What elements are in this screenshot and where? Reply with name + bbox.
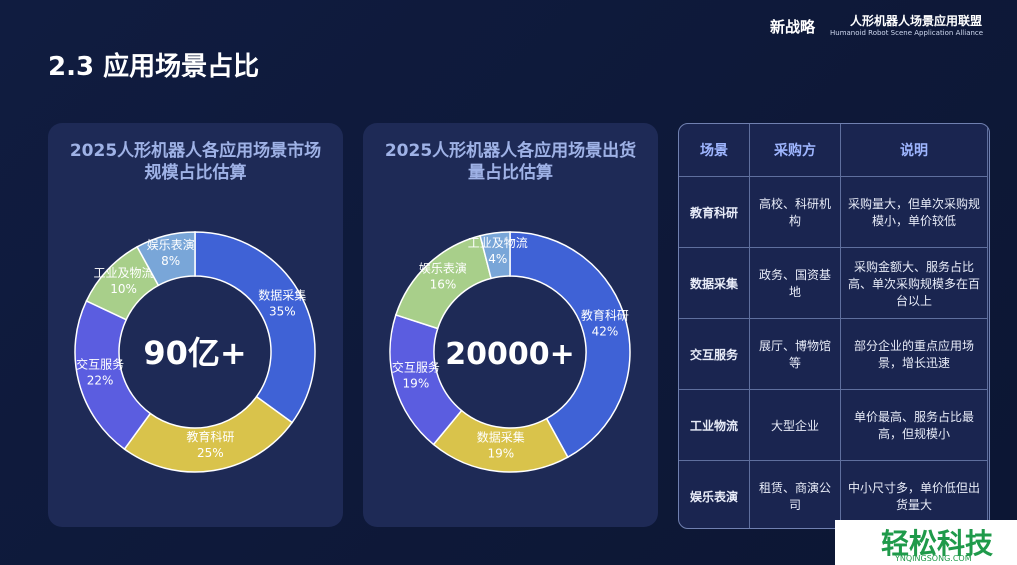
table-cell: 数据采集 — [679, 247, 750, 319]
table-cell: 高校、科研机构 — [749, 176, 841, 248]
watermark-url: YNQINGSONG.COM — [895, 554, 972, 563]
slice-value: 8% — [161, 254, 180, 268]
chart-title: 2025人形机器人各应用场景市场规模占比估算 — [69, 141, 322, 183]
table: 场景 采购方 说明 教育科研 高校、科研机构 采购量大，但单次采购规模小，单价较低 数据采集… — [679, 124, 988, 528]
alliance: 人形机器人场景应用联盟 — [850, 14, 983, 28]
slice-label: 交互服务 — [392, 359, 440, 374]
slice-label: 教育科研 — [186, 429, 234, 444]
donut-slice — [194, 231, 316, 424]
center-label: 20000+ — [445, 337, 575, 372]
slice-label: 交互服务 — [76, 356, 124, 371]
donut-slice — [509, 231, 631, 459]
table-cell: 交互服务 — [679, 318, 750, 390]
brand: 新战略 — [770, 18, 816, 36]
slice-label: 娱乐表演 — [147, 237, 195, 252]
table-row: 娱乐表演 租赁、商演公司 中小尺寸多，单价低但出货量大 — [679, 460, 988, 528]
table-cell: 娱乐表演 — [679, 460, 750, 528]
table-cell: 政务、国资基地 — [749, 247, 841, 319]
donut-slice — [479, 231, 511, 280]
table-cell: 单价最高、服务占比最高，但规模小 — [840, 389, 988, 461]
watermark-box: 轻松科技 YNQINGSONG.COM — [835, 520, 1017, 565]
table-cell: 展厅、博物馆等 — [749, 318, 841, 390]
slice-label: 教育科研 — [581, 308, 629, 323]
table-row: 数据采集 政务、国资基地 采购金额大、服务占比高、单次采购规模多在百台以上 — [679, 247, 988, 319]
slice-value: 19% — [403, 376, 430, 390]
header-row: 场景 采购方 说明 — [679, 124, 988, 177]
slice-value: 16% — [430, 278, 457, 292]
table-cell: 采购金额大、服务占比高、单次采购规模多在百台以上 — [840, 247, 988, 319]
slice-label: 工业及物流 — [94, 266, 154, 280]
header-cell: 采购方 — [749, 124, 841, 177]
slice-value: 42% — [592, 325, 619, 339]
slice-value: 10% — [110, 282, 137, 296]
slice-label: 工业及物流 — [468, 236, 528, 250]
table-cell: 中小尺寸多，单价低但出货量大 — [840, 460, 988, 528]
slice-value: 35% — [269, 305, 296, 319]
slice-label: 数据采集 — [258, 288, 306, 303]
table-cell: 教育科研 — [679, 176, 750, 248]
slice-value: 22% — [87, 373, 114, 387]
table-cell: 租赁、商演公司 — [749, 460, 841, 528]
slice-label: 娱乐表演 — [419, 261, 467, 276]
donut-slice — [136, 231, 196, 287]
header-cell: 场景 — [679, 124, 750, 177]
slide-title: 2.3 应用场景占比 — [48, 52, 260, 82]
slice-value: 19% — [487, 447, 514, 461]
watermark-name: 轻松科技 — [881, 527, 994, 560]
slice-label: 数据采集 — [477, 430, 525, 445]
table-cell: 部分企业的重点应用场景，增长迅速 — [840, 318, 988, 390]
header-cell: 说明 — [840, 124, 988, 177]
center-label: 90亿+ — [143, 334, 246, 372]
table-row: 交互服务 展厅、博物馆等 部分企业的重点应用场景，增长迅速 — [679, 318, 988, 390]
table-cell: 采购量大，但单次采购规模小，单价较低 — [840, 176, 988, 248]
chart-title: 2025人形机器人各应用场景出货量占比估算 — [384, 141, 637, 183]
table-row: 教育科研 高校、科研机构 采购量大，但单次采购规模小，单价较低 — [679, 176, 988, 248]
table-cell: 大型企业 — [749, 389, 841, 461]
alliance-en: Humanoid Robot Scene Application Allianc… — [830, 29, 984, 37]
table-cell: 工业物流 — [679, 389, 750, 461]
table-panel: 场景 采购方 说明 教育科研 高校、科研机构 采购量大，但单次采购规模小，单价较低 数据采集… — [678, 123, 990, 529]
table-row: 工业物流 大型企业 单价最高、服务占比最高，但规模小 — [679, 389, 988, 461]
slice-value: 25% — [197, 446, 224, 460]
slice-value: 4% — [488, 252, 507, 266]
